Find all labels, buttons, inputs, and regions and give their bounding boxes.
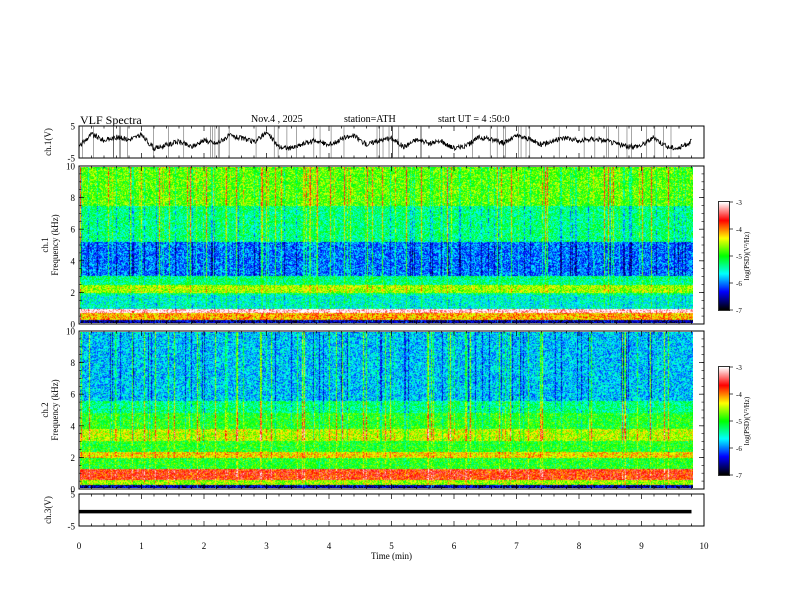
x-tick-label: 7 bbox=[514, 541, 519, 551]
y-tick-label: 4 bbox=[71, 421, 76, 431]
y-tick-label: 0 bbox=[71, 485, 76, 495]
y-tick-label: 2 bbox=[71, 453, 76, 463]
ch2-frequency-label: Frequency (kHz) bbox=[50, 379, 60, 440]
colorbar-tick-label: -6 bbox=[736, 280, 742, 288]
x-tick-label: 3 bbox=[264, 541, 269, 551]
x-tick-label: 9 bbox=[639, 541, 644, 551]
x-tick-label: 5 bbox=[389, 541, 394, 551]
colorbar-tick-label: -6 bbox=[736, 445, 742, 453]
ch2-colorbar bbox=[719, 367, 729, 475]
ch1-spec-frame bbox=[78, 165, 705, 325]
colorbar-tick-label: -5 bbox=[736, 253, 742, 261]
colorbar-tick-label: -3 bbox=[736, 364, 742, 372]
colorbar-tick-label: -3 bbox=[736, 199, 742, 207]
y-tick-label: -5 bbox=[68, 522, 76, 532]
colorbar-tick-label: -7 bbox=[736, 307, 742, 315]
ch1-colorbar bbox=[719, 202, 729, 310]
colorbar-tick-label: -4 bbox=[736, 391, 742, 399]
y-tick-label: 6 bbox=[71, 390, 76, 400]
x-tick-label: 4 bbox=[327, 541, 332, 551]
colorbar-tick-label: -4 bbox=[736, 226, 742, 234]
y-tick-label: 4 bbox=[71, 256, 76, 266]
ch2-spectrogram bbox=[80, 332, 693, 488]
y-tick-label: 8 bbox=[71, 193, 76, 203]
ch2-channel-label: ch.2 bbox=[40, 402, 50, 417]
x-tick-label: 0 bbox=[77, 541, 82, 551]
x-tick-label: 1 bbox=[139, 541, 144, 551]
station-label: station=ATH bbox=[344, 114, 396, 125]
x-axis-label: Time (min) bbox=[371, 551, 412, 561]
y-tick-label: 6 bbox=[71, 225, 76, 235]
x-tick-label: 2 bbox=[202, 541, 207, 551]
x-tick-label: 6 bbox=[452, 541, 457, 551]
x-tick-label: 8 bbox=[577, 541, 582, 551]
y-tick-label: 0 bbox=[71, 320, 76, 330]
y-tick-label: 5 bbox=[71, 122, 76, 132]
ch2-spec-frame bbox=[78, 330, 705, 490]
ch1-frequency-label: Frequency (kHz) bbox=[50, 214, 60, 275]
ch1-voltage-label: ch.1(V) bbox=[43, 128, 53, 156]
chart-title: VLF Spectra bbox=[80, 113, 142, 127]
y-tick-label: 5 bbox=[71, 490, 76, 500]
start-time-label: start UT = 4 :50:0 bbox=[438, 114, 510, 125]
ch1-channel-label: ch.1 bbox=[40, 237, 50, 252]
colorbar-label: log(PSD)(V²/Hz) bbox=[743, 231, 751, 280]
y-tick-label: 2 bbox=[71, 288, 76, 298]
colorbar-tick-label: -5 bbox=[736, 418, 742, 426]
colorbar-frame bbox=[718, 201, 730, 311]
ch3-voltage-label: ch.3(V) bbox=[43, 496, 53, 524]
ch1-waveform-line bbox=[78, 131, 692, 152]
y-tick-label: -5 bbox=[68, 154, 76, 164]
colorbar-tick-label: -7 bbox=[736, 472, 742, 480]
ch1-spectrogram bbox=[80, 167, 693, 323]
date-label: Nov.4 , 2025 bbox=[251, 114, 303, 125]
y-tick-label: 10 bbox=[66, 162, 76, 172]
colorbar-frame bbox=[718, 366, 730, 476]
y-tick-label: 10 bbox=[66, 327, 76, 337]
y-tick-label: 8 bbox=[71, 358, 76, 368]
colorbar-label: log(PSD)(V²/Hz) bbox=[743, 396, 751, 445]
x-tick-label: 10 bbox=[700, 541, 710, 551]
